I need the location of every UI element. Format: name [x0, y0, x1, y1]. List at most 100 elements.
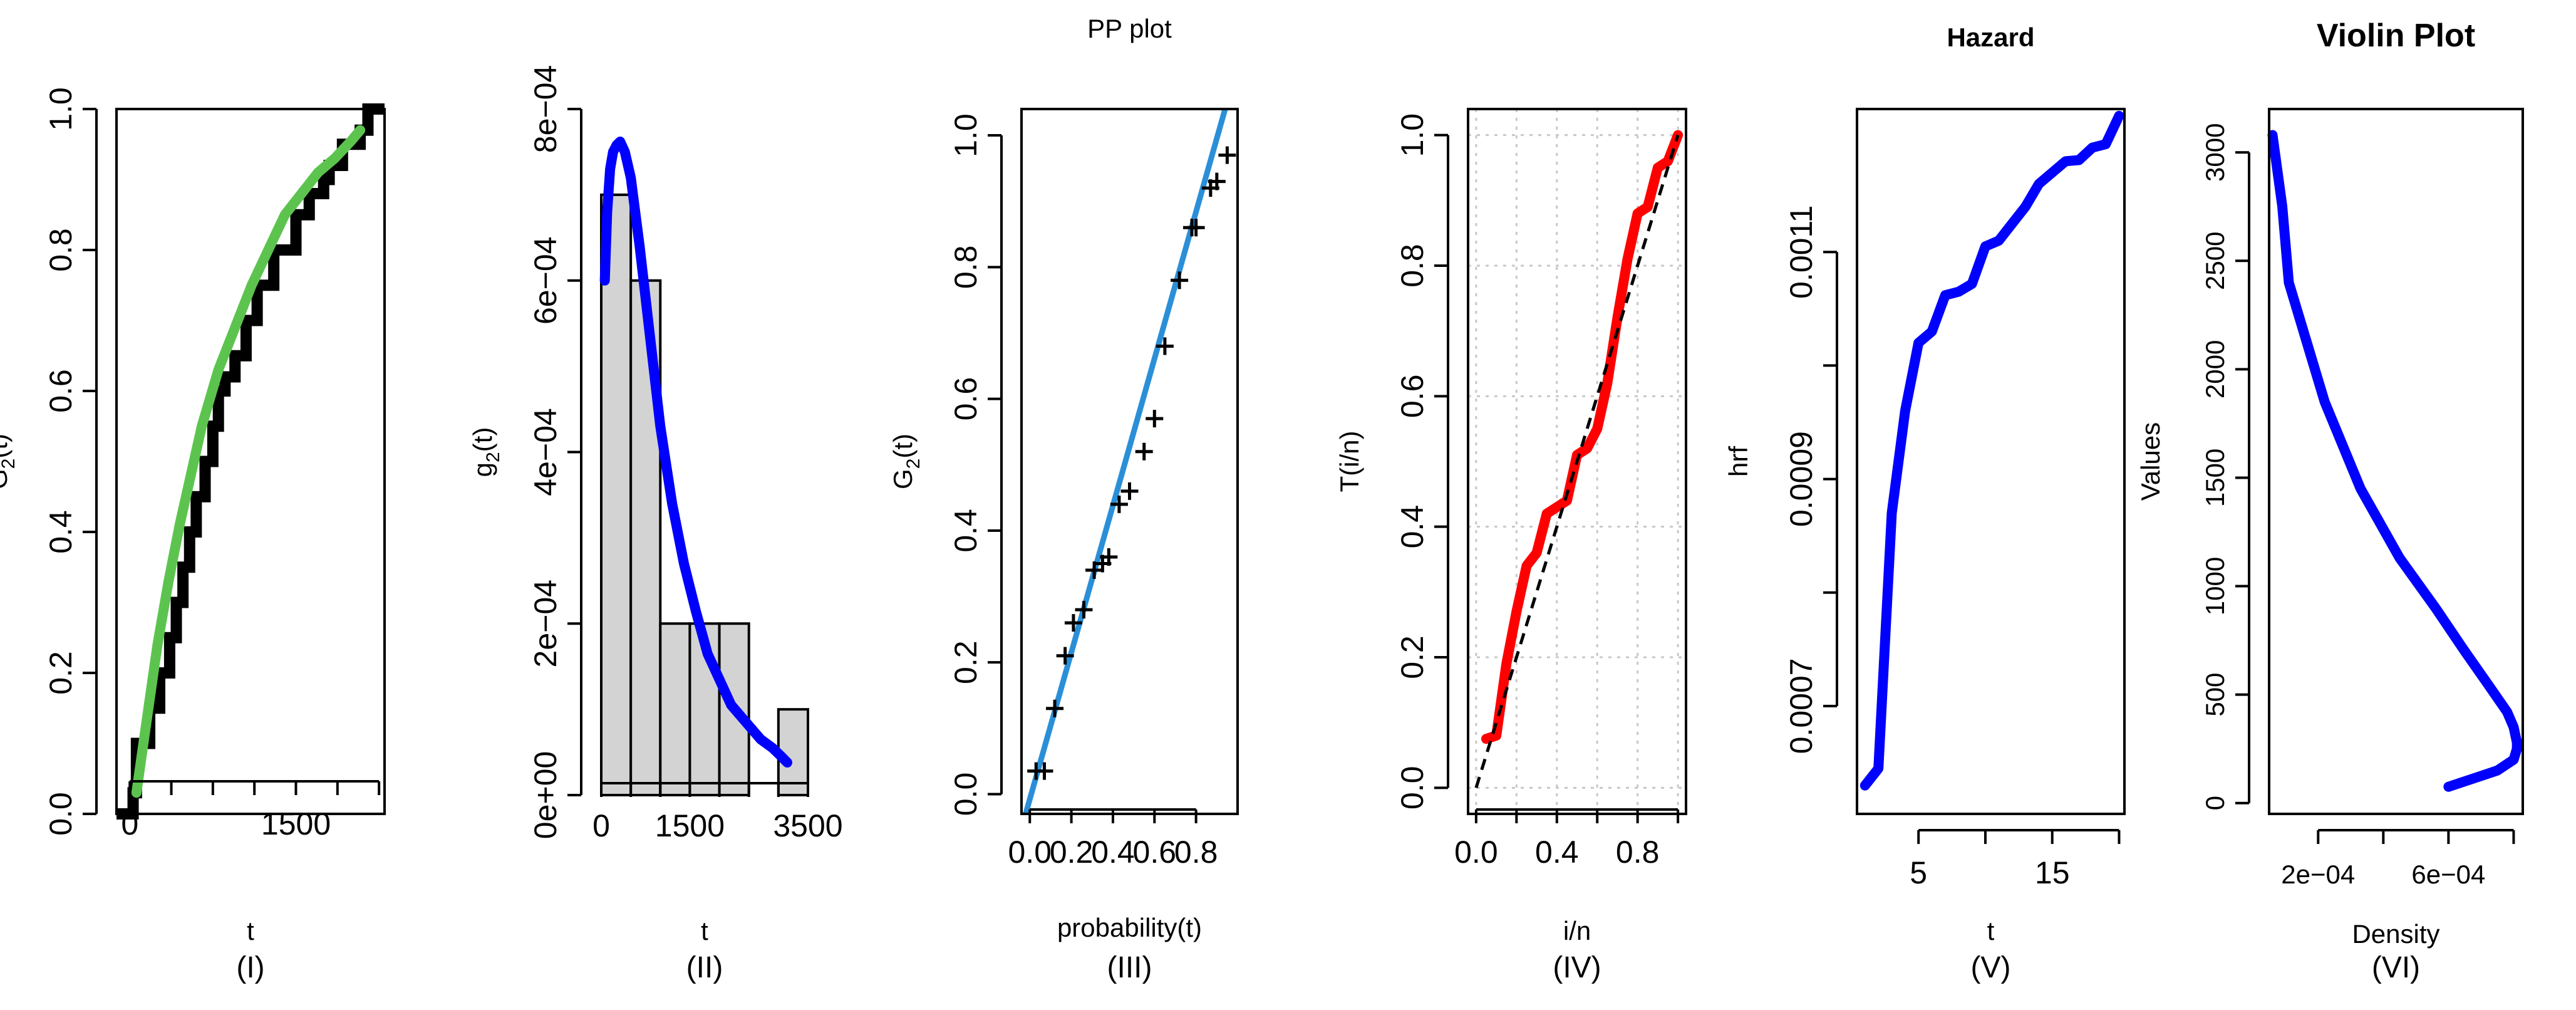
panel-label: (III) — [1107, 951, 1152, 984]
y-tick-label: 1.0 — [948, 113, 983, 157]
y-tick-label: 0.2 — [43, 651, 78, 695]
y-axis: 0.0007 0.0009 0.0011 — [1784, 206, 1838, 754]
x-tick-label: 0.8 — [1174, 835, 1218, 870]
y-tick-label: 0.4 — [1395, 505, 1430, 549]
y-axis-title: g2(t) — [468, 427, 504, 477]
x-tick-label: 0.6 — [1133, 835, 1177, 870]
x-tick-label: 0.2 — [1050, 835, 1094, 870]
y-axis-title: G2(t) — [0, 434, 19, 489]
x-tick-label: 0.4 — [1535, 835, 1579, 870]
x-axis-title: t — [701, 916, 708, 945]
x-axis: 5 15 — [1910, 829, 2121, 890]
series-hrf — [1860, 110, 2124, 791]
plot-frame — [1467, 108, 1687, 815]
y-axis: 0.0 0.2 0.4 0.6 0.8 1.0 — [948, 113, 1003, 816]
panel-label: (VI) — [2372, 951, 2420, 984]
x-axis: 0 1500 — [121, 780, 381, 841]
panel-label: (V) — [1971, 951, 2011, 984]
y-axis: 0.0 0.2 0.4 0.6 0.8 1.0 — [1395, 113, 1449, 810]
x-tick-label: 6e−04 — [2411, 860, 2485, 889]
x-tick-label: 0.4 — [1091, 835, 1135, 870]
data-point — [1056, 647, 1074, 665]
x-tick-label: 1500 — [261, 806, 331, 841]
data-point — [1046, 699, 1064, 717]
y-tick-label: 0.2 — [1395, 635, 1430, 679]
data-point — [1064, 614, 1082, 632]
y-tick-label: 1.0 — [43, 87, 78, 131]
x-tick-label: 1500 — [655, 808, 725, 843]
x-axis: 2e−04 6e−04 — [2281, 829, 2515, 889]
panel-label: (I) — [236, 951, 264, 984]
x-tick-label: 0.0 — [1454, 835, 1498, 870]
data-point — [1135, 442, 1153, 461]
y-tick-label: 500 — [2200, 673, 2230, 717]
data-point — [1035, 762, 1053, 780]
panel-p1: 0 1500 0.0 0.2 0.4 0.6 0.8 1.0 G2(t) t (I) — [0, 87, 386, 984]
chart-title: Violin Plot — [2317, 18, 2475, 54]
x-axis-title: Density — [2352, 919, 2439, 949]
y-axis-title-sub: 2 — [0, 459, 19, 469]
series-ttt — [1481, 130, 1684, 744]
panel-p2: 0 1500 3500 0e+00 2e−04 4e−04 6e−04 8e−04 g2(t) t… — [468, 65, 843, 984]
y-tick-label: 2e−04 — [528, 580, 563, 667]
x-tick-label: 15 — [2035, 855, 2070, 890]
series-density — [2267, 130, 2522, 792]
y-axis: 0e+00 2e−04 4e−04 6e−04 8e−04 — [528, 65, 582, 839]
y-tick-label: 0.2 — [948, 640, 983, 684]
plot-frame — [115, 108, 386, 815]
y-axis-title-main: g — [468, 462, 497, 477]
data-point — [1100, 548, 1118, 566]
y-tick-label: 2000 — [2200, 340, 2230, 398]
histogram-bar — [600, 193, 633, 796]
y-tick-label: 0.0011 — [1784, 206, 1819, 299]
x-axis-title: t — [1987, 916, 1995, 945]
y-tick-label: 0.8 — [948, 246, 983, 289]
y-tick-label: 0.0009 — [1784, 431, 1819, 527]
series-fitted — [131, 125, 366, 798]
y-axis-title-main: G — [0, 469, 13, 489]
y-tick-label: 0.4 — [43, 510, 78, 554]
x-axis-title: i/n — [1563, 916, 1591, 945]
series-diagonal — [1474, 134, 1680, 789]
plot-frame — [1020, 108, 1239, 815]
panel-label: (IV) — [1553, 951, 1601, 984]
y-tick-label: 4e−04 — [528, 408, 563, 496]
y-tick-label: 0.8 — [43, 228, 78, 272]
y-tick-label: 0 — [2200, 796, 2230, 810]
y-tick-label: 1500 — [2200, 449, 2230, 507]
y-tick-label: 0.6 — [948, 377, 983, 421]
y-axis-title-tail: (t) — [0, 434, 13, 459]
y-tick-label: 0.8 — [1395, 244, 1430, 288]
y-axis: 0 500 1000 1500 2000 2500 3000 — [2200, 123, 2250, 810]
histogram-bar — [659, 622, 691, 796]
chart-title: Hazard — [1947, 23, 2034, 52]
y-tick-label: 0.6 — [43, 369, 78, 413]
data-point — [1187, 219, 1205, 237]
panel-label: (II) — [686, 951, 723, 984]
plot-frame — [2268, 108, 2524, 815]
y-tick-label: 2500 — [2200, 232, 2230, 290]
y-tick-label: 6e−04 — [528, 237, 563, 325]
x-axis: 0 1500 3500 — [592, 782, 843, 843]
x-tick-label: 0 — [592, 808, 610, 843]
x-axis: 0.00.20.40.60.8 — [1008, 808, 1218, 870]
y-tick-label: 0e+00 — [528, 751, 563, 839]
panel-p5: 5 15 0.0007 0.0009 0.0011 hrf t (V) Hazard — [1724, 23, 2126, 984]
data-point — [1171, 271, 1189, 289]
y-axis-title: G2(t) — [888, 434, 924, 489]
y-axis-title-main: Values — [2136, 422, 2165, 501]
data-point — [1208, 172, 1226, 190]
y-axis-title-tail: (t) — [468, 427, 497, 452]
y-tick-label: 3000 — [2200, 123, 2230, 182]
x-tick-label: 0 — [121, 806, 138, 841]
data-point — [1146, 410, 1164, 428]
panel-p4: 0.0 0.4 0.8 0.0 0.2 0.4 0.6 0.8 1.0 T(i/n) i/n (IV) — [1335, 108, 1687, 984]
y-tick-label: 1000 — [2200, 557, 2230, 615]
series-density — [599, 137, 792, 768]
y-axis-title: hrf — [1724, 446, 1753, 477]
y-axis-title-sub: 2 — [903, 459, 924, 469]
panel-p6: 2e−04 6e−04 0 500 1000 1500 2000 2500 3000 Values… — [2136, 18, 2524, 984]
histogram-bar — [777, 708, 810, 796]
x-tick-label: 3500 — [773, 808, 842, 843]
